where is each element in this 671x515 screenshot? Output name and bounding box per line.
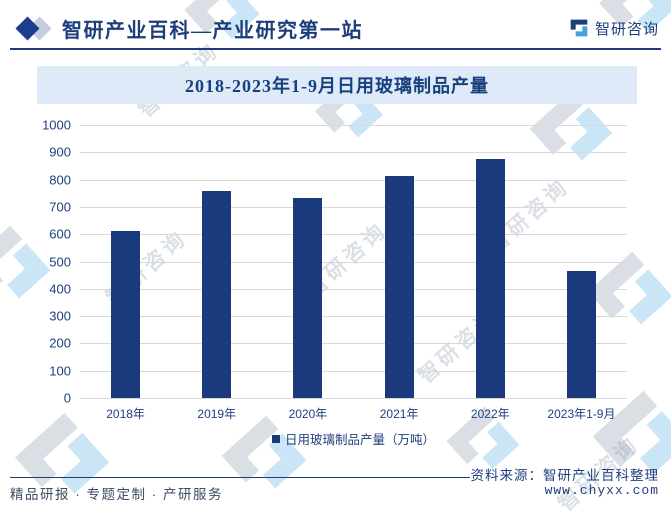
legend-label: 日用玻璃制品产量（万吨） [284, 433, 435, 447]
brand-logo: 智研咨询 [569, 18, 659, 39]
diamond-icon [15, 16, 56, 41]
gridline [80, 370, 627, 372]
page-title: 智研产业百科—产业研究第一站 [62, 19, 363, 42]
gridline [80, 234, 627, 236]
bar-slot [536, 125, 627, 398]
plot-area: 2018年 2019年 2020年 2021年 2022年 2023年1-9月 日用玻璃制… [42, 118, 627, 447]
x-axis-label: 2022年 [470, 407, 510, 421]
y-axis-tick-label: 700 [49, 199, 71, 215]
x-axis-label: 2021年 [379, 407, 419, 421]
gridline [80, 398, 627, 399]
gridline [80, 206, 627, 208]
bar-2021年 [384, 175, 414, 398]
legend: 日用玻璃制品产量（万吨） [80, 429, 627, 448]
legend-swatch [271, 434, 280, 443]
gridline [80, 179, 627, 181]
footer-divider [10, 477, 470, 478]
bar-slot [262, 125, 353, 398]
bar-slot [171, 125, 262, 398]
y-axis-tick-label: 900 [49, 144, 71, 160]
bar-2020年 [293, 198, 323, 398]
bar-slot [80, 125, 171, 398]
gridline [80, 152, 627, 154]
chart-title: 2018-2023年1-9月日用玻璃制品产量 [185, 76, 489, 96]
bar-2019年 [202, 190, 232, 398]
data-source: 资料来源：智研产业百科整理 [470, 468, 659, 483]
zhiyan-logo-icon [570, 19, 588, 37]
watermark-logo-icon [213, 407, 315, 509]
gridline [80, 288, 627, 290]
x-axis-label: 2023年1-9月 [547, 407, 616, 421]
y-axis-tick-label: 0 [63, 390, 71, 406]
gridline [80, 316, 627, 318]
x-axis-label: 2020年 [288, 407, 328, 421]
bar-2023年1-9月 [566, 271, 596, 398]
bar-slot [354, 125, 445, 398]
y-axis-tick-label: 800 [49, 172, 71, 188]
y-axis-tick-label: 400 [49, 281, 71, 297]
bar-slot [445, 125, 536, 398]
y-axis-tick-label: 500 [49, 254, 71, 269]
y-axis-tick-label: 600 [49, 226, 71, 242]
bar-2022年 [475, 159, 505, 398]
y-axis-tick-label: 100 [49, 363, 71, 379]
gridline [80, 343, 627, 345]
y-axis-tick-label: 200 [49, 335, 71, 351]
website-url: www.chyxx.com [544, 483, 659, 498]
brand-name: 智研咨询 [594, 20, 659, 38]
bar-2018年 [111, 230, 141, 398]
x-axis-label: 2018年 [106, 407, 145, 421]
gridline [80, 261, 627, 263]
chart-title-bar: 2018-2023年1-9月日用玻璃制品产量 [37, 66, 637, 104]
x-axis-label: 2019年 [197, 407, 237, 421]
header: 智研产业百科—产业研究第一站 智研咨询 [10, 8, 661, 50]
x-axis-labels: 2018年 2019年 2020年 2021年 2022年 2023年1-9月 [80, 405, 627, 422]
footer-services: 精品研报 · 专题定制 · 产研服务 [10, 487, 223, 502]
bars-row [80, 125, 627, 398]
y-axis-tick-label: 300 [49, 308, 71, 324]
y-axis-tick-label: 1000 [42, 117, 71, 133]
gridline [80, 125, 627, 126]
